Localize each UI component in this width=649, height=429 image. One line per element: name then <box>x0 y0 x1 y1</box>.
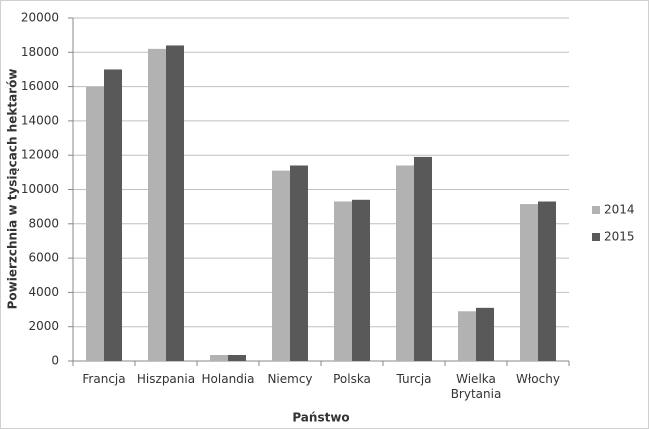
bar <box>272 170 290 361</box>
legend-label: 2015 <box>604 230 635 244</box>
x-tick-label: Wielka Brytania <box>450 372 502 401</box>
y-tick-label: 16000 <box>21 79 59 93</box>
y-tick-label: 10000 <box>21 182 59 196</box>
y-tick-label: 6000 <box>28 251 59 265</box>
y-tick-label: 8000 <box>28 216 59 230</box>
legend-swatch <box>592 206 600 214</box>
bar <box>396 165 414 361</box>
bar <box>538 201 556 361</box>
y-tick-label: 4000 <box>28 285 59 299</box>
bar <box>86 86 104 361</box>
bar <box>414 156 432 361</box>
y-tick-label: 14000 <box>21 113 59 127</box>
bar <box>166 45 184 361</box>
bar <box>520 204 538 361</box>
bar <box>148 48 166 362</box>
bar <box>290 165 308 361</box>
x-tick-label: Włochy <box>516 372 560 386</box>
y-tick-label: 18000 <box>21 45 59 59</box>
x-tick-label: Francja <box>82 372 126 386</box>
bar <box>476 307 494 361</box>
bar <box>458 311 476 361</box>
x-tick-label: Turcja <box>396 372 432 386</box>
x-tick-label: Polska <box>333 372 371 386</box>
bar <box>104 69 122 361</box>
y-tick-label: 2000 <box>28 319 59 333</box>
bar <box>352 199 370 361</box>
bar <box>228 354 246 361</box>
bar <box>210 354 228 361</box>
y-tick-label: 12000 <box>21 148 59 162</box>
bar <box>334 201 352 361</box>
x-axis-title: Państwo <box>292 411 349 425</box>
x-tick-label: Hiszpania <box>136 372 196 386</box>
legend-label: 2014 <box>604 203 635 217</box>
y-tick-label: 0 <box>51 354 59 368</box>
x-tick-label: Niemcy <box>267 372 313 386</box>
legend-swatch <box>592 233 600 241</box>
y-tick-label: 20000 <box>21 11 59 25</box>
y-axis-title: Powierzchnia w tysiącach hektarów <box>6 69 20 310</box>
x-tick-label: Holandia <box>201 372 255 386</box>
